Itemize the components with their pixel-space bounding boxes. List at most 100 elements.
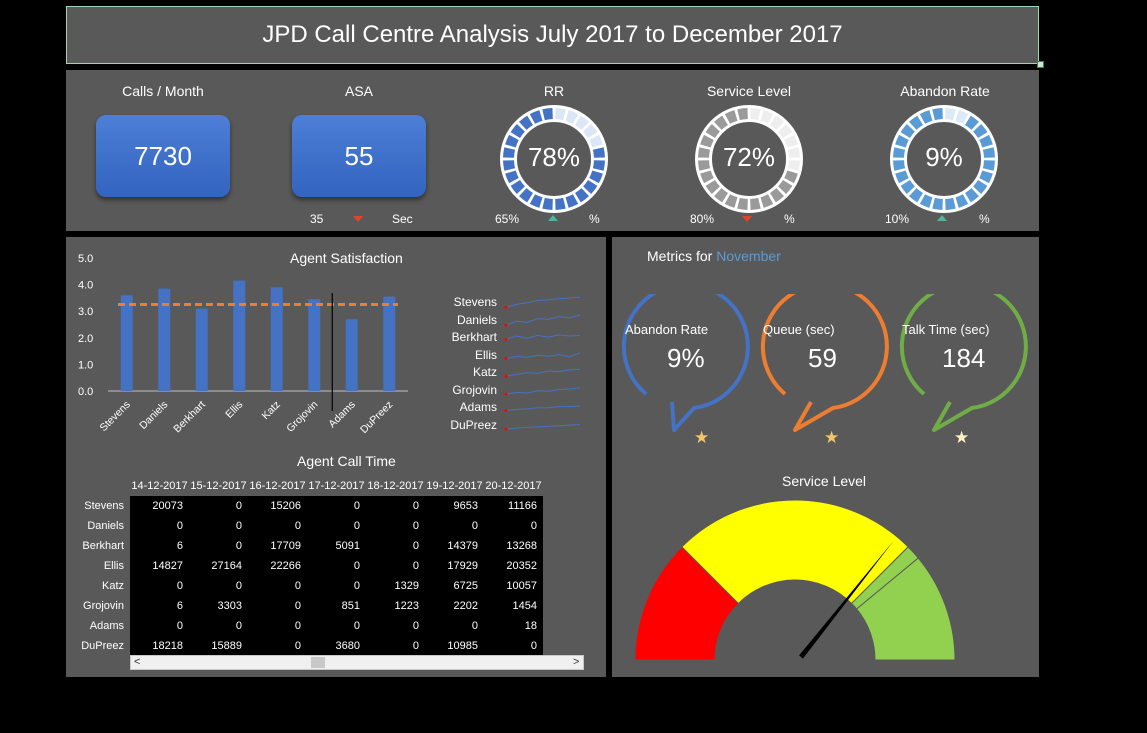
call-time-cell[interactable]: 17929: [425, 556, 484, 576]
call-time-cell[interactable]: 10985: [425, 636, 484, 656]
call-time-cell[interactable]: 17709: [248, 536, 307, 556]
metrics-prefix: Metrics for: [647, 248, 713, 264]
call-time-cell[interactable]: 0: [366, 616, 425, 636]
call-time-cell[interactable]: 14827: [130, 556, 189, 576]
call-time-cell[interactable]: 1223: [366, 596, 425, 616]
call-time-cell[interactable]: 0: [248, 596, 307, 616]
call-time-cell[interactable]: 27164: [189, 556, 248, 576]
sparkline-row: Berkhart: [440, 330, 585, 347]
gauge-needle: [799, 540, 894, 659]
call-time-cell[interactable]: 0: [130, 516, 189, 536]
call-time-cell[interactable]: 0: [189, 616, 248, 636]
call-time-cell[interactable]: 20073: [130, 496, 189, 516]
call-time-cell[interactable]: 14379: [425, 536, 484, 556]
call-time-cell[interactable]: 15889: [189, 636, 248, 656]
call-time-cell[interactable]: 1329: [366, 576, 425, 596]
call-time-cell[interactable]: 18: [484, 616, 543, 636]
scroll-thumb[interactable]: [311, 657, 325, 668]
abandon-rate-ring-segment: [945, 197, 956, 210]
abandon-rate-ring-segment: [895, 134, 909, 148]
asa-value-card: 55: [292, 115, 426, 197]
table-row: Grojovin 6 3303 0 851 1223 2202 1454: [66, 596, 543, 616]
call-time-cell[interactable]: 1454: [484, 596, 543, 616]
call-time-cell[interactable]: 0: [248, 576, 307, 596]
call-time-cell[interactable]: 3303: [189, 596, 248, 616]
date-column-header: 15-12-2017: [190, 480, 247, 492]
rr-label: RR: [543, 83, 565, 99]
call-time-cell[interactable]: 0: [307, 576, 366, 596]
call-time-cell[interactable]: 20352: [484, 556, 543, 576]
agent-name-cell: Daniels: [87, 520, 124, 532]
call-time-cell[interactable]: 0: [366, 636, 425, 656]
sparkline-path: [505, 386, 581, 395]
call-time-cell[interactable]: 22266: [248, 556, 307, 576]
call-time-cell[interactable]: 0: [366, 536, 425, 556]
resize-handle[interactable]: [1037, 61, 1044, 68]
call-time-cell[interactable]: 13268: [484, 536, 543, 556]
scroll-right-arrow[interactable]: >: [573, 656, 580, 668]
call-time-cell[interactable]: 0: [189, 516, 248, 536]
call-time-cell[interactable]: 0: [189, 496, 248, 516]
call-time-cell[interactable]: 0: [189, 576, 248, 596]
call-time-cell[interactable]: 6725: [425, 576, 484, 596]
call-time-cell[interactable]: 3680: [307, 636, 366, 656]
service-level-ring-segment: [750, 197, 761, 210]
call-time-cell[interactable]: 0: [307, 496, 366, 516]
call-time-cell[interactable]: 0: [307, 516, 366, 536]
call-time-table-wrap: 14-12-2017 15-12-2017 16-12-2017 17-12-2017…: [66, 476, 586, 656]
dashboard-title[interactable]: JPD Call Centre Analysis July 2017 to De…: [66, 6, 1039, 64]
table-row: Berkhart 6 0 17709 5091 0 14379 13268: [66, 536, 543, 556]
rr-ring-segment: [510, 180, 525, 194]
call-time-cell[interactable]: 0: [366, 496, 425, 516]
call-time-cell[interactable]: 0: [425, 516, 484, 536]
horizontal-scrollbar[interactable]: < >: [130, 655, 584, 670]
agent-satisfaction-chart[interactable]: 5.0 4.0 3.0 2.0 1.0 0.0 Stevens Daniels Berkhart…: [66, 248, 446, 448]
abandon-rate-ring-segment: [919, 194, 933, 208]
call-time-cell[interactable]: 15206: [248, 496, 307, 516]
call-time-cell[interactable]: 9653: [425, 496, 484, 516]
call-time-cell[interactable]: 0: [130, 576, 189, 596]
metrics-month[interactable]: November: [716, 248, 781, 264]
rr-ring-segment: [519, 115, 533, 130]
call-time-cell[interactable]: 0: [484, 516, 543, 536]
abandon-rate-ring-segment: [955, 110, 969, 124]
sparkline-label: Adams: [459, 400, 497, 414]
call-time-cell[interactable]: 11166: [484, 496, 543, 516]
gauge-band: [681, 499, 909, 605]
service-level-label: Service Level: [706, 83, 792, 99]
abandon-rate-label: Abandon Rate: [900, 83, 990, 99]
call-time-cell[interactable]: 851: [307, 596, 366, 616]
sparkline-path: [505, 368, 581, 377]
call-time-cell[interactable]: 10057: [484, 576, 543, 596]
abandon-rate-metric-value: 9%: [667, 343, 705, 373]
call-time-cell[interactable]: 0: [307, 616, 366, 636]
service-level-ring-segment: [714, 188, 728, 203]
call-time-cell[interactable]: 6: [130, 536, 189, 556]
y-tick-label: 2.0: [78, 333, 93, 345]
service-level-ring-segment: [784, 170, 798, 184]
rr-ring-segment: [505, 170, 519, 184]
call-time-cell[interactable]: 6: [130, 596, 189, 616]
gauge-title: Service Level: [782, 473, 867, 489]
call-time-cell[interactable]: 18218: [130, 636, 189, 656]
call-time-cell[interactable]: 0: [307, 556, 366, 576]
agent-name-cell: Grojovin: [83, 600, 124, 612]
call-time-cell[interactable]: 0: [248, 616, 307, 636]
call-time-cell[interactable]: 0: [425, 616, 484, 636]
call-time-cell[interactable]: 0: [189, 536, 248, 556]
call-time-cell[interactable]: 0: [248, 516, 307, 536]
scroll-left-arrow[interactable]: <: [134, 656, 141, 668]
abandon-rate-ring-segment: [895, 170, 909, 184]
call-time-cell[interactable]: 0: [366, 516, 425, 536]
call-time-cell[interactable]: 0: [366, 556, 425, 576]
sparkline-row: Stevens: [440, 295, 585, 312]
rr-ring-segment: [555, 197, 566, 210]
call-time-cell[interactable]: 0: [484, 636, 543, 656]
bar-grojovin: [308, 299, 321, 391]
call-time-cell[interactable]: 0: [248, 636, 307, 656]
call-time-cell[interactable]: 2202: [425, 596, 484, 616]
call-time-cell[interactable]: 5091: [307, 536, 366, 556]
abandon-rate-ring-segment: [909, 115, 923, 130]
call-time-cell[interactable]: 0: [130, 616, 189, 636]
abandon-rate-value: 9%: [925, 142, 963, 172]
